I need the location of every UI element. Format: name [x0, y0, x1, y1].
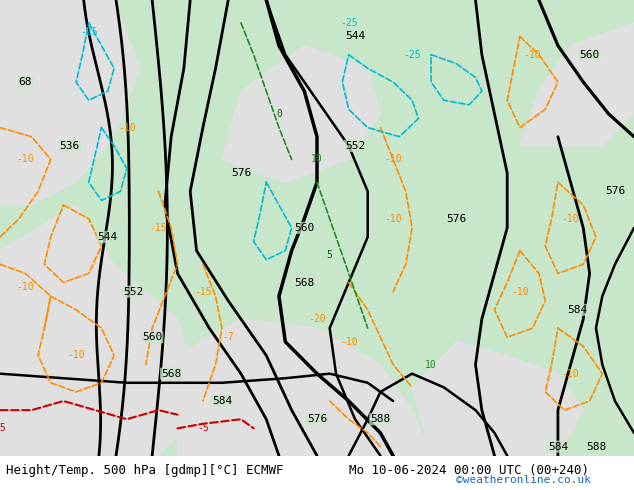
Text: 584: 584: [548, 441, 568, 452]
Polygon shape: [178, 319, 431, 456]
Text: 568: 568: [294, 277, 314, 288]
Text: -7: -7: [223, 332, 234, 342]
Polygon shape: [0, 0, 139, 205]
Text: 10: 10: [311, 154, 323, 165]
Text: 588: 588: [586, 441, 606, 452]
Text: -10: -10: [384, 154, 402, 165]
Text: 5: 5: [327, 250, 333, 260]
Text: -10: -10: [16, 282, 34, 292]
Text: -10: -10: [524, 49, 541, 60]
Polygon shape: [222, 46, 380, 182]
Text: -10: -10: [16, 154, 34, 165]
Text: 584: 584: [212, 396, 232, 406]
Text: -10: -10: [511, 287, 529, 296]
Text: 10: 10: [425, 360, 437, 369]
Text: -20: -20: [308, 314, 326, 324]
Text: 544: 544: [345, 31, 365, 42]
Text: 536: 536: [60, 141, 80, 151]
Text: -5: -5: [197, 423, 209, 433]
Text: -25: -25: [80, 27, 98, 37]
Text: -15: -15: [150, 223, 167, 233]
Text: 576: 576: [446, 214, 467, 224]
Text: 560: 560: [579, 49, 600, 60]
Polygon shape: [520, 23, 634, 146]
Text: -10: -10: [118, 122, 136, 133]
Text: Mo 10-06-2024 00:00 UTC (00+240): Mo 10-06-2024 00:00 UTC (00+240): [349, 464, 589, 477]
Text: 576: 576: [307, 414, 327, 424]
Text: -10: -10: [340, 337, 358, 347]
Text: -10: -10: [562, 368, 579, 379]
Text: -10: -10: [562, 214, 579, 224]
Polygon shape: [0, 205, 203, 456]
Text: 588: 588: [370, 414, 391, 424]
Text: 552: 552: [123, 287, 143, 296]
Polygon shape: [412, 342, 583, 456]
Text: 560: 560: [142, 332, 162, 342]
Text: 576: 576: [231, 168, 251, 178]
Text: -10: -10: [67, 350, 85, 361]
Text: 568: 568: [161, 368, 181, 379]
Text: 576: 576: [605, 186, 625, 196]
Text: ©weatheronline.co.uk: ©weatheronline.co.uk: [456, 475, 592, 485]
Text: -5: -5: [0, 423, 6, 433]
Text: -25: -25: [340, 18, 358, 28]
Text: -10: -10: [384, 214, 402, 224]
Text: 544: 544: [98, 232, 118, 242]
Text: 0: 0: [276, 109, 282, 119]
Text: -15: -15: [194, 287, 212, 296]
Text: 560: 560: [294, 223, 314, 233]
Text: -25: -25: [403, 49, 421, 60]
Text: 68: 68: [18, 77, 32, 87]
Text: Height/Temp. 500 hPa [gdmp][°C] ECMWF: Height/Temp. 500 hPa [gdmp][°C] ECMWF: [6, 464, 284, 477]
Text: 584: 584: [567, 305, 587, 315]
Text: 552: 552: [345, 141, 365, 151]
